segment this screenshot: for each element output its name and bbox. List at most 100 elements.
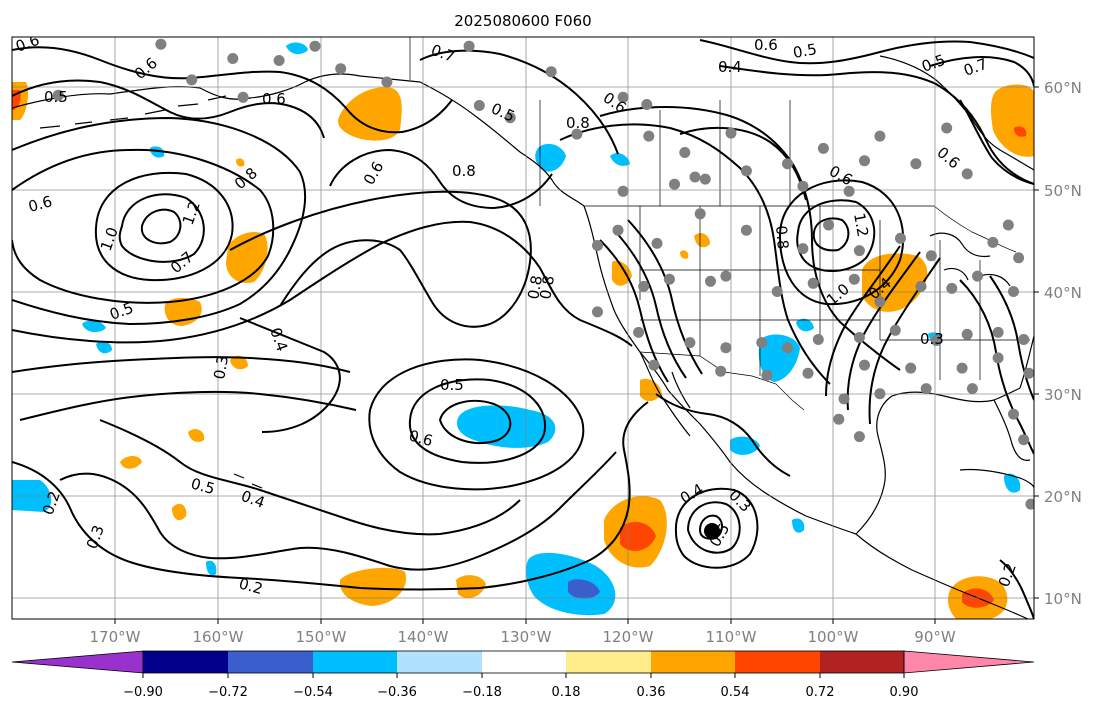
station-marker	[817, 142, 829, 154]
anomaly-blob-small-4	[172, 503, 187, 521]
lat-tick-label: 50°N	[1044, 182, 1082, 200]
contour-label: 0.6	[754, 36, 778, 54]
station-marker	[956, 362, 968, 374]
contour-central-pacific-0-6-ring	[408, 378, 547, 464]
station-marker	[889, 324, 901, 336]
contour-rockies-tight-2	[613, 229, 687, 379]
contour-south-pacific-0-4	[99, 419, 521, 536]
contour-canada-0-6	[719, 65, 1034, 185]
anomaly-blob-central-pacific-south	[456, 575, 486, 599]
anomaly-blob-small-5	[694, 233, 710, 248]
colorbar-tick-label: −0.36	[377, 685, 417, 700]
station-marker	[155, 38, 167, 50]
contour-mexico-0-5	[655, 393, 791, 477]
lon-tick-label: 160°W	[193, 628, 244, 646]
colorbar-tick-label: 0.72	[806, 685, 835, 700]
station-marker	[874, 130, 886, 142]
contour-label: 0.5	[44, 88, 68, 106]
station-marker	[905, 362, 917, 374]
station-marker	[52, 89, 64, 101]
station-marker	[694, 208, 706, 220]
contour-south-pacific-0-2	[12, 401, 649, 591]
station-marker	[720, 342, 732, 354]
contour-label: 0.3	[210, 354, 232, 381]
colorbar-segment	[228, 651, 313, 673]
anomaly-blob-small-3	[120, 456, 142, 469]
contour-south-0-2	[999, 559, 1034, 619]
station-marker	[807, 277, 819, 289]
station-marker	[643, 130, 655, 142]
station-marker	[961, 168, 973, 180]
contour-plains-high-mid	[796, 199, 876, 273]
contour-high-center-pacific-mid	[118, 193, 205, 263]
contour-east-canada-0-8	[959, 99, 1034, 185]
contour-pacific-0-6	[12, 116, 307, 326]
contour-label: 0.6	[407, 426, 435, 450]
station-marker	[740, 165, 752, 177]
station-marker	[895, 232, 906, 244]
contour-label: 0.8	[452, 162, 476, 180]
colorbar-tick-label: −0.90	[123, 685, 163, 700]
contour-label: 0.8	[772, 225, 792, 250]
station-marker	[761, 369, 773, 381]
contour-high-center-pacific-inner	[140, 208, 182, 245]
colorbar-tick-label: 0.90	[890, 685, 919, 700]
contour-label: 0.2	[237, 574, 265, 598]
state-borders	[639, 206, 1030, 380]
coastline-aleutians	[39, 95, 227, 129]
lon-tick-label: 140°W	[398, 628, 449, 646]
map-title: 2025080600 F060	[454, 12, 591, 30]
station-marker	[571, 128, 583, 140]
station-marker	[699, 173, 711, 185]
anomaly-blob-small-j	[796, 318, 814, 332]
lon-tick-label: 130°W	[501, 628, 552, 646]
coastline-great-lakes	[929, 232, 1011, 287]
station-marker	[771, 286, 783, 297]
anomaly-blob-small-7	[680, 250, 689, 259]
lon-tick-label: 90°W	[914, 628, 956, 646]
station-marker	[838, 393, 850, 405]
station-marker	[381, 76, 393, 88]
station-marker	[648, 359, 660, 371]
anomaly-blob-small-d	[150, 146, 165, 158]
station-marker	[186, 74, 198, 86]
contour-plains-high-inner	[812, 217, 850, 252]
station-marker	[756, 337, 768, 349]
station-marker	[925, 250, 937, 262]
gridlines	[12, 37, 1034, 619]
station-marker	[309, 40, 321, 52]
colorbar-segment	[143, 651, 228, 673]
station-marker	[920, 383, 932, 395]
station-marker	[1013, 252, 1025, 264]
map-plot-area	[12, 37, 1034, 619]
contour-east-canada-0-7	[929, 56, 1034, 87]
colorbar-segment	[651, 651, 735, 673]
contour-hurricane-ring-2	[686, 501, 741, 554]
contour-pacific-0-8-big	[229, 190, 532, 328]
station-marker	[848, 273, 860, 285]
station-marker	[843, 185, 855, 197]
station-marker	[797, 243, 809, 255]
station-marker	[641, 99, 653, 110]
station-marker	[633, 326, 645, 338]
contour-gulf-alaska-0-6	[329, 148, 553, 210]
contour-plains-high-outer	[778, 179, 905, 306]
hurricane-center-marker	[704, 523, 720, 539]
station-marker	[823, 219, 835, 231]
contour-central-pacific-0-5-ring	[438, 399, 512, 445]
contour-alaska-0-5	[12, 79, 325, 139]
lat-tick-label: 30°N	[1044, 386, 1082, 404]
latitude-axis: 60°N 50°N 40°N 30°N 20°N 10°N	[1034, 79, 1082, 608]
station-marker	[740, 224, 752, 236]
contour-hurricane-ring-1	[698, 514, 723, 540]
anomaly-blob-central-pacific	[456, 405, 556, 448]
contour-east-pacific-0-4	[239, 317, 341, 433]
contour-east-us-0-4	[989, 275, 1034, 401]
station-marker	[592, 306, 603, 318]
colorbar-tick-label: −0.18	[462, 685, 502, 700]
contour-label: 0.8	[536, 274, 558, 301]
contour-central-pacific-0-5-outer	[368, 358, 585, 491]
colorbar-tick-label: 0.36	[637, 685, 666, 700]
contour-label: 0.3	[920, 330, 944, 348]
station-marker	[684, 337, 696, 349]
